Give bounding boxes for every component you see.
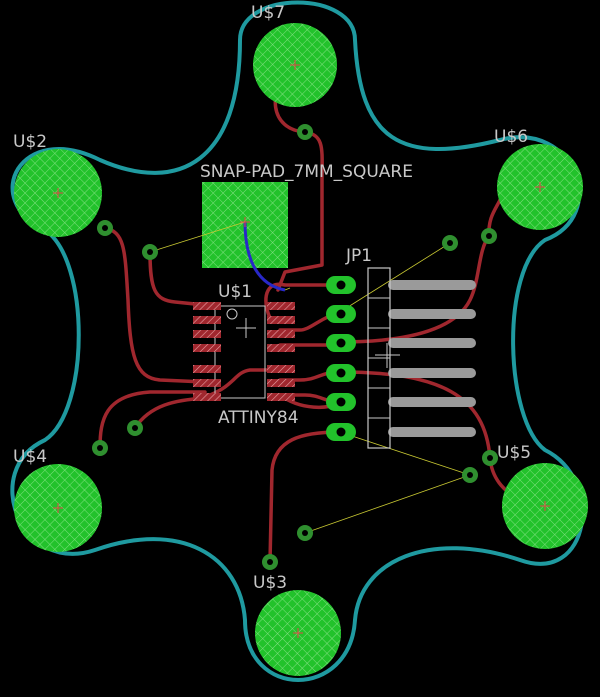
ic-pads-left (193, 302, 221, 401)
ic-origin-cross (236, 318, 256, 338)
label-jp1: JP1 (345, 246, 372, 266)
ratsnest-lines (149, 221, 471, 534)
via (462, 467, 478, 483)
top-trace (243, 221, 286, 292)
via (442, 235, 458, 251)
component-labels: U$7 U$2 U$6 U$4 U$5 U$3 SNAP-PAD_7MM_SQU… (13, 3, 531, 593)
ic-pads-right (267, 302, 295, 401)
via (92, 440, 108, 456)
via (297, 124, 313, 140)
ic-outline (214, 305, 266, 399)
label-u1: U$1 (218, 282, 252, 302)
label-u3: U$3 (253, 573, 287, 593)
label-u7: U$7 (251, 3, 285, 23)
header-pads (326, 276, 356, 441)
snap-pads (14, 23, 588, 676)
header-pins (388, 280, 476, 437)
label-snap-pad: SNAP-PAD_7MM_SQUARE (200, 162, 413, 182)
label-u6: U$6 (494, 127, 528, 147)
label-u4: U$4 (13, 447, 47, 467)
via (127, 420, 143, 436)
header-origin-cross (375, 343, 400, 368)
via (262, 554, 278, 570)
label-u5: U$5 (497, 443, 531, 463)
pad-center-markers (53, 60, 550, 638)
via (142, 244, 158, 260)
jp1-header[interactable] (326, 267, 476, 449)
attiny84-footprint[interactable] (193, 302, 295, 401)
via (482, 450, 498, 466)
via (297, 525, 313, 541)
via (481, 228, 497, 244)
header-dividers (368, 297, 390, 419)
label-u2: U$2 (13, 132, 47, 152)
via (97, 220, 113, 236)
label-attiny84: ATTINY84 (218, 408, 299, 428)
pin1-marker (226, 308, 238, 320)
vias (92, 124, 498, 570)
